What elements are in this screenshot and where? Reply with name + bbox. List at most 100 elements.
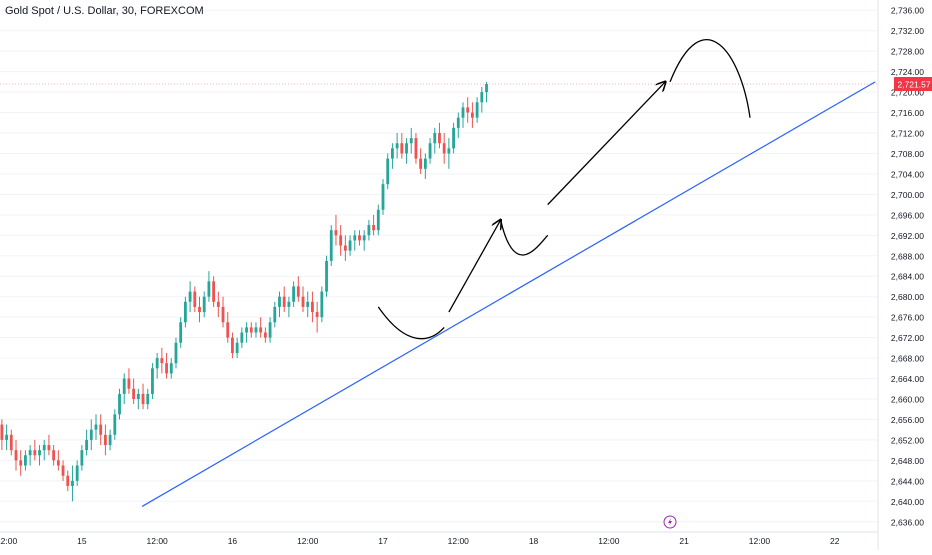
candle-body	[89, 429, 93, 440]
candle-body	[339, 235, 343, 246]
candle-body	[461, 107, 465, 118]
candle-body	[367, 225, 371, 236]
candle-body	[198, 306, 201, 313]
candle-body	[99, 424, 103, 435]
candle-body	[480, 92, 484, 103]
candle-body	[103, 434, 107, 446]
candle-body	[94, 424, 98, 430]
candle-body	[320, 291, 324, 318]
candle-body	[160, 358, 164, 364]
candle-body	[240, 332, 244, 343]
candle-body	[118, 393, 121, 415]
y-tick-label: 2,708.00	[891, 149, 924, 159]
candle-body	[183, 301, 187, 323]
candle-body	[278, 296, 281, 307]
y-tick-label: 2,712.00	[891, 129, 924, 139]
candle-body	[193, 291, 197, 307]
candle-body	[442, 143, 446, 154]
y-tick-label: 2,640.00	[891, 497, 924, 507]
candle-body	[212, 281, 216, 302]
candle-body	[202, 296, 206, 313]
projection-arrow	[547, 82, 666, 206]
candle-body	[207, 281, 211, 297]
candle-body	[433, 133, 437, 144]
candle-body	[66, 475, 70, 486]
candle-body	[33, 450, 37, 456]
candle-body	[80, 450, 84, 466]
price-badge-label: 2,721.57	[897, 80, 930, 90]
candle-body	[268, 322, 272, 338]
candle-body	[372, 225, 376, 231]
candle-body	[254, 327, 258, 333]
candle-body	[75, 465, 79, 481]
y-tick-label: 2,636.00	[891, 517, 924, 527]
y-tick-label: 2,660.00	[891, 395, 924, 405]
x-tick-label: 21	[679, 536, 689, 546]
candle-body	[475, 102, 479, 118]
candle-body	[282, 296, 286, 307]
y-tick-label: 2,720.00	[891, 88, 924, 98]
candle-body	[386, 158, 390, 185]
candle-body	[301, 296, 305, 307]
projection-curve	[500, 219, 549, 256]
candle-body	[400, 143, 404, 154]
x-tick-label: 16	[228, 536, 238, 546]
candle-body	[348, 240, 352, 251]
candle-body	[136, 393, 140, 399]
candle-body	[263, 332, 267, 338]
candle-body	[23, 455, 27, 466]
y-tick-label: 2,680.00	[891, 292, 924, 302]
candle-body	[306, 301, 310, 307]
x-tick-label: 12:00	[297, 536, 319, 546]
projection-curve	[377, 306, 445, 340]
candle-body	[174, 342, 178, 364]
y-tick-label: 2,676.00	[891, 313, 924, 323]
x-tick-label: 17	[378, 536, 388, 546]
candle-body	[38, 450, 41, 456]
candle-body	[456, 117, 460, 128]
candle-body	[19, 460, 23, 466]
lightning-glyph	[668, 518, 673, 526]
candle-body	[325, 260, 328, 292]
candle-body	[334, 230, 338, 236]
y-tick-label: 2,648.00	[891, 456, 924, 466]
projection-curve	[669, 39, 751, 118]
candle-body	[188, 291, 192, 302]
candle-body	[470, 112, 474, 118]
candle-body	[466, 107, 470, 113]
candle-body	[419, 158, 423, 169]
candle-body	[391, 148, 394, 159]
trend-line	[141, 81, 876, 507]
candle-body	[376, 209, 380, 231]
x-tick-label: 12:00	[147, 536, 169, 546]
x-tick-label: 12:00	[749, 536, 771, 546]
candle-body	[221, 306, 225, 323]
candle-body	[132, 388, 136, 399]
candle-body	[311, 301, 314, 313]
y-tick-label: 2,736.00	[891, 6, 924, 16]
candle-body	[141, 393, 145, 405]
candle-body	[235, 342, 239, 353]
candle-body	[395, 143, 399, 149]
y-tick-label: 2,692.00	[891, 231, 924, 241]
candle-body	[409, 138, 413, 144]
x-tick-label: 12:00	[0, 536, 17, 546]
y-tick-label: 2,664.00	[891, 374, 924, 384]
y-tick-label: 2,696.00	[891, 210, 924, 220]
candle-body	[179, 322, 183, 343]
candle-body	[165, 363, 168, 374]
candle-body	[315, 312, 319, 318]
y-tick-label: 2,652.00	[891, 435, 924, 445]
candle-body	[329, 230, 333, 261]
candle-body	[216, 301, 220, 307]
y-tick-label: 2,672.00	[891, 333, 924, 343]
candle-body	[0, 424, 4, 440]
candle-body	[273, 306, 277, 323]
candle-body	[28, 450, 32, 456]
candle-body	[71, 480, 74, 486]
y-tick-label: 2,732.00	[891, 26, 924, 36]
price-badge	[894, 77, 932, 92]
x-tick-label: 22	[830, 536, 840, 546]
